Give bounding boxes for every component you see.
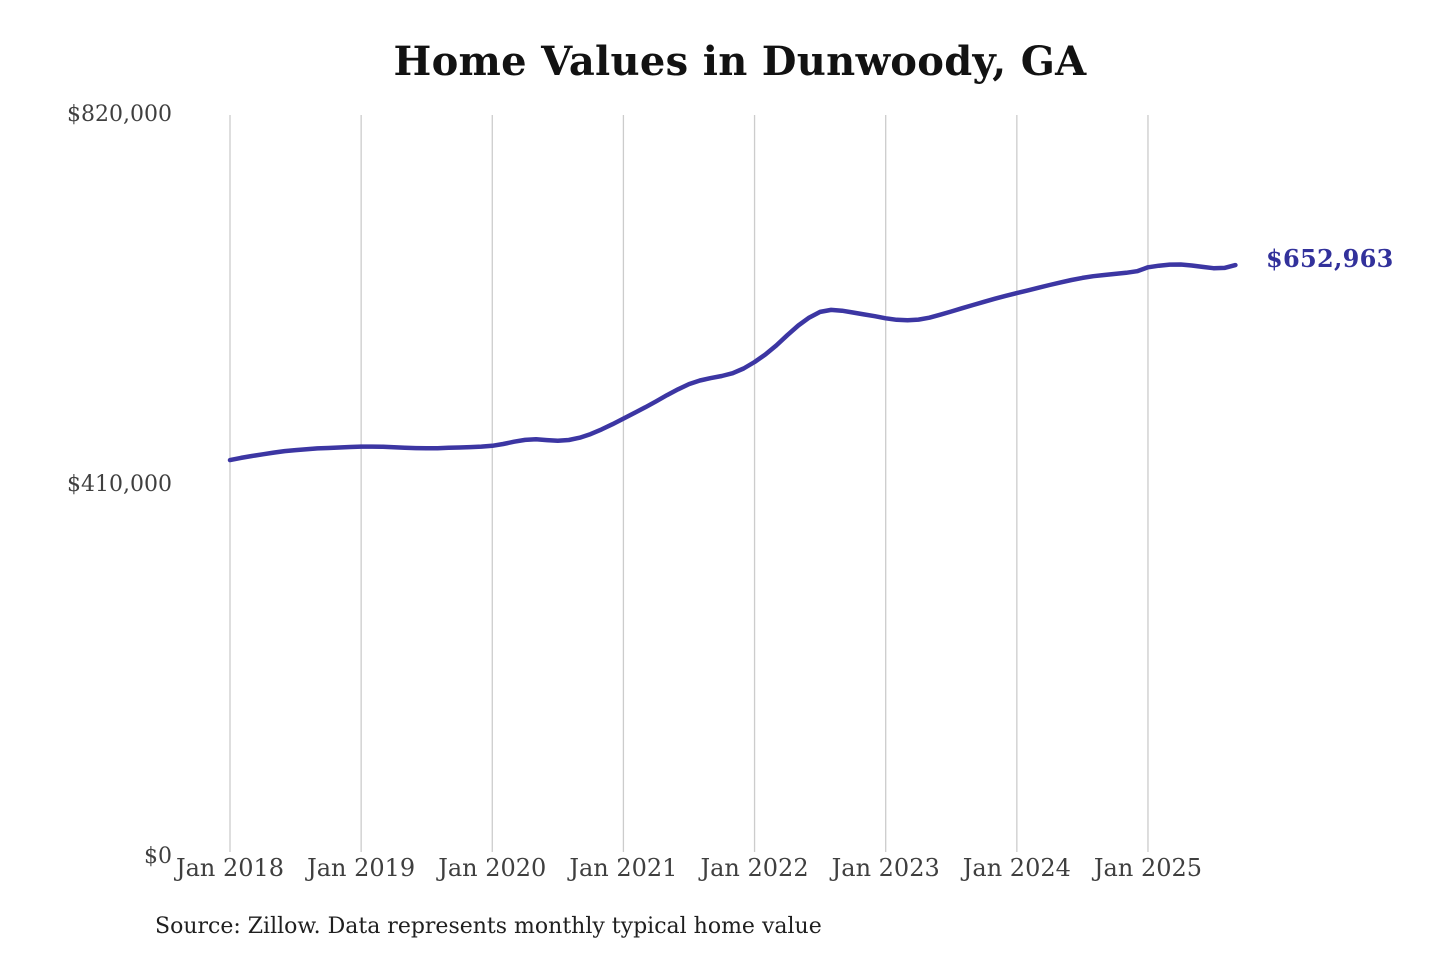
x-axis-tick-label: Jan 2019 (307, 854, 416, 882)
home-value-line-series (227, 262, 1238, 463)
x-axis-tick-label: Jan 2023 (831, 854, 940, 882)
y-axis-tick-label: $0 (144, 844, 172, 869)
x-axis-tick-label: Jan 2024 (962, 854, 1071, 882)
y-axis-tick-label: $820,000 (67, 102, 172, 127)
latest-value-label: $652,963 (1266, 244, 1394, 273)
vertical-gridlines (229, 115, 1149, 852)
x-axis-tick-label: Jan 2018 (175, 854, 285, 882)
y-axis-tick-label: $410,000 (67, 472, 172, 497)
x-axis-tick-label: Jan 2021 (569, 854, 678, 882)
x-axis-tick-label: Jan 2025 (1093, 854, 1203, 882)
x-axis-tick-label: Jan 2022 (700, 854, 809, 882)
chart-title: Home Values in Dunwoody, GA (393, 38, 1087, 85)
x-axis-tick-label: Jan 2020 (438, 854, 547, 882)
source-attribution: Source: Zillow. Data represents monthly … (155, 914, 822, 939)
home-value-line (227, 262, 1238, 463)
